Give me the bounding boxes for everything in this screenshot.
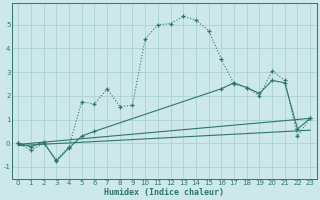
X-axis label: Humidex (Indice chaleur): Humidex (Indice chaleur) bbox=[104, 188, 224, 197]
